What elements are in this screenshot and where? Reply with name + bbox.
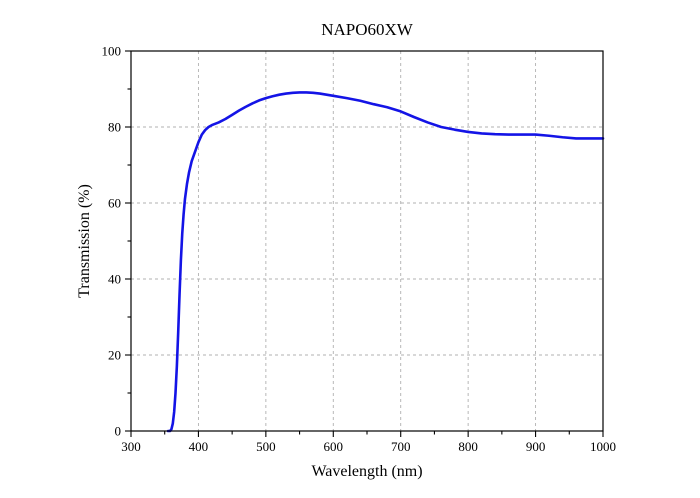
y-tick-label: 100 xyxy=(102,44,122,59)
chart-title: NAPO60XW xyxy=(321,20,414,39)
x-tick-label: 300 xyxy=(121,439,141,454)
y-tick-label: 80 xyxy=(108,120,121,135)
y-tick-label: 40 xyxy=(108,272,121,287)
transmission-curve xyxy=(166,91,605,433)
plot-frame xyxy=(130,50,604,432)
x-tick-label: 900 xyxy=(526,439,546,454)
grid xyxy=(131,51,603,431)
x-tick-label: 600 xyxy=(324,439,344,454)
tick-labels: 300 400 500 600 700 800 900 1000 0 20 40 60 80 100 xyxy=(102,44,617,455)
y-tick-label: 60 xyxy=(108,196,121,211)
y-axis-title: Transmission (%) xyxy=(76,184,93,298)
series-layer xyxy=(166,91,605,433)
x-axis-title: Wavelength (nm) xyxy=(311,463,422,480)
x-tick-label: 700 xyxy=(391,439,411,454)
y-tick-label: 0 xyxy=(115,424,122,439)
y-tick-label: 20 xyxy=(108,348,121,363)
x-tick-label: 400 xyxy=(189,439,209,454)
x-tick-label: 800 xyxy=(458,439,478,454)
axis-ticks xyxy=(125,50,604,437)
plot-area-frame xyxy=(130,50,604,432)
x-tick-label: 500 xyxy=(256,439,276,454)
x-tick-label: 1000 xyxy=(590,439,616,454)
